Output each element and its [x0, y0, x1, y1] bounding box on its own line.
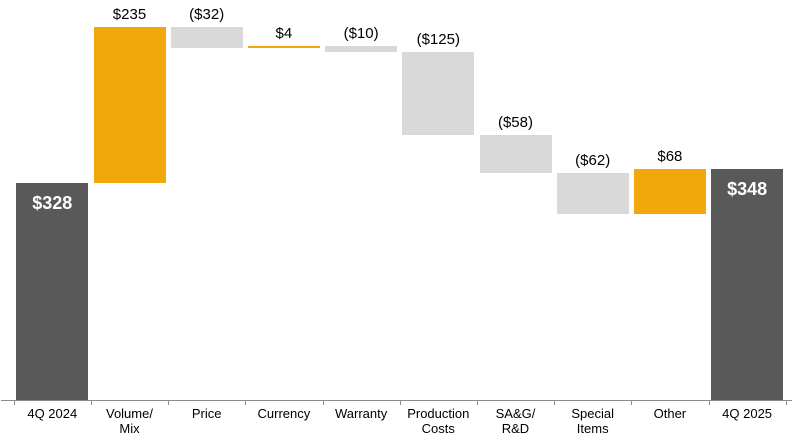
- bar-currency: [247, 45, 320, 49]
- x-axis-label-production-costs: Production Costs: [395, 406, 482, 436]
- bar-special-items: [556, 173, 629, 215]
- value-label-sa-g-r-d: ($58): [497, 113, 533, 131]
- axis-tick: [476, 401, 478, 405]
- value-label-inside-4q-2025: $348: [727, 179, 768, 200]
- x-axis-label-line: Other: [653, 406, 687, 421]
- x-axis-label-line: Warranty: [334, 406, 388, 421]
- x-axis-label-line: SA&G/: [495, 406, 536, 421]
- x-axis-label-4q-2025: 4Q 2025: [704, 406, 791, 421]
- x-axis-label-line: Production: [407, 406, 470, 421]
- x-axis-label-line: Volume/: [105, 406, 153, 421]
- value-label-production-costs: ($125): [416, 31, 460, 49]
- bar-4q-2024: [16, 182, 89, 400]
- bar-4q-2025: [711, 169, 784, 400]
- x-axis-label-line: Currency: [257, 406, 311, 421]
- x-axis-label-line: 4Q 2025: [722, 406, 773, 421]
- value-label-volume-mix: $235: [112, 6, 147, 23]
- x-axis-label-line: Special: [571, 406, 614, 421]
- value-label-inside-4q-2024: $328: [32, 192, 73, 213]
- axis-tick: [245, 401, 247, 405]
- axis-tick: [168, 401, 170, 405]
- x-axis-label-line: Mix: [119, 421, 140, 436]
- x-axis-label-sa-g-r-d: SA&G/R&D: [472, 406, 559, 436]
- x-axis-label-volume-mix: Volume/Mix: [86, 406, 173, 436]
- bar-production-costs: [402, 52, 475, 135]
- x-axis-label-line: 4Q 2024: [27, 406, 78, 421]
- bar-warranty: [325, 45, 398, 53]
- value-label-warranty: ($10): [343, 24, 379, 42]
- value-label-special-items: ($62): [575, 152, 611, 170]
- value-label-price: ($32): [189, 6, 225, 23]
- axis-tick: [785, 401, 787, 405]
- x-axis-label-price: Price: [163, 406, 250, 421]
- axis-tick: [554, 401, 556, 405]
- x-axis-label-line: Price: [191, 406, 222, 421]
- axis-tick: [399, 401, 401, 405]
- x-axis-label-4q-2024: 4Q 2024: [9, 406, 96, 421]
- axis-tick: [90, 401, 92, 405]
- bar-price: [170, 27, 243, 49]
- x-axis-label-line: Items: [576, 421, 609, 436]
- axis-tick: [631, 401, 633, 405]
- x-axis-label-line: Costs: [421, 421, 455, 436]
- x-axis-line: [1, 400, 792, 401]
- value-label-currency: $4: [275, 24, 293, 42]
- x-axis-label-line: R&D: [501, 421, 530, 436]
- axis-tick: [322, 401, 324, 405]
- bar-volume-mix: [93, 27, 166, 183]
- axis-tick: [708, 401, 710, 405]
- x-axis-label-warranty: Warranty: [318, 406, 405, 421]
- value-label-other: $68: [657, 148, 683, 166]
- bar-other: [633, 169, 706, 215]
- x-axis-label-other: Other: [626, 406, 713, 421]
- x-axis-label-special-items: Special Items: [549, 406, 636, 436]
- x-axis-label-currency: Currency: [240, 406, 327, 421]
- axis-tick: [13, 401, 15, 405]
- bar-sa-g-r-d: [479, 134, 552, 174]
